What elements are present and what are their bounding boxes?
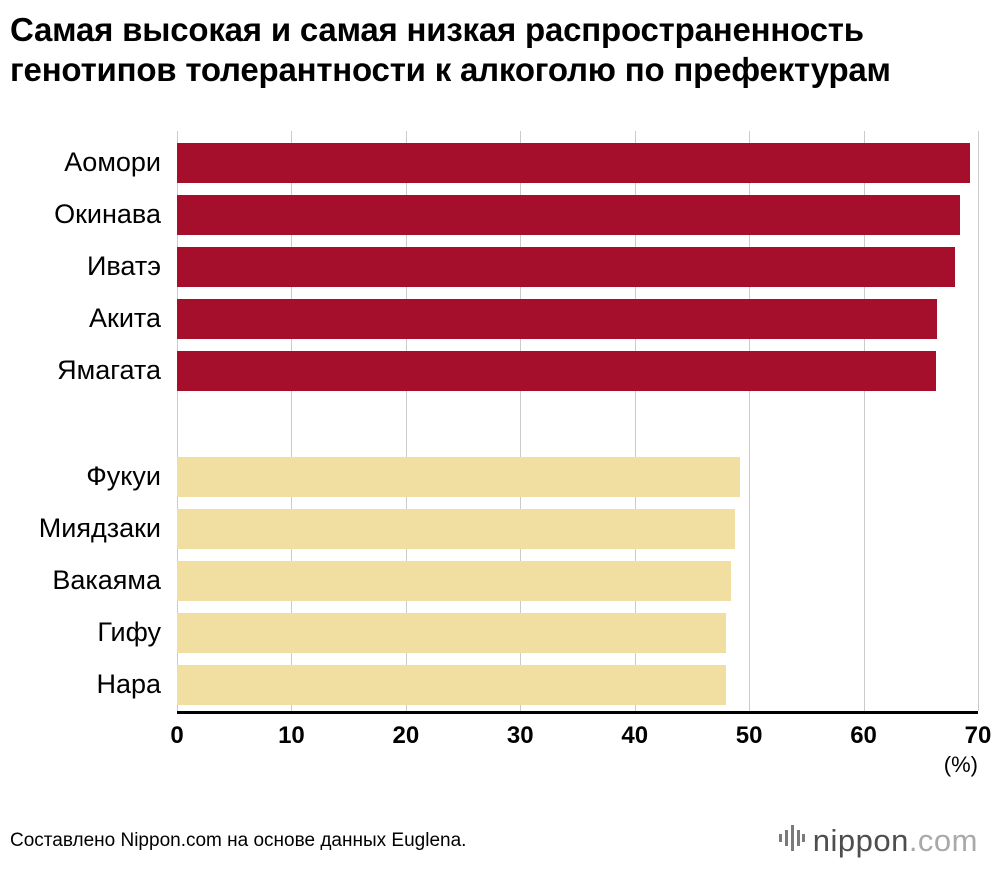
gridline	[520, 130, 522, 711]
gridline	[634, 130, 636, 711]
source-credit: Составлено Nippon.com на основе данных E…	[10, 829, 467, 851]
bar	[177, 194, 960, 235]
footer: Составлено Nippon.com на основе данных E…	[10, 821, 978, 860]
gridline	[405, 130, 407, 711]
nippon-logo: nippon.com	[778, 821, 978, 860]
bar-row: Фукуи	[10, 451, 978, 503]
bar	[177, 142, 970, 183]
bar-track	[177, 246, 978, 287]
bar-row: Гифу	[10, 607, 978, 659]
bar-row: Иватэ	[10, 241, 978, 293]
gridline	[978, 130, 979, 711]
bar-track	[177, 612, 978, 653]
bar-label: Фукуи	[86, 461, 161, 491]
logo-domain: .com	[908, 822, 978, 858]
bar-track	[177, 664, 978, 705]
gridline	[863, 130, 865, 711]
gridline	[177, 130, 178, 711]
x-tick-label: 20	[392, 721, 420, 749]
chart-title: Самая высокая и самая низкая распростран…	[10, 11, 891, 89]
x-tick-label: 10	[278, 721, 305, 749]
bar-label: Ямагата	[57, 355, 161, 385]
bar	[177, 664, 727, 705]
x-axis-line	[177, 710, 978, 714]
bar-row: Окинава	[10, 189, 978, 241]
bar	[177, 456, 740, 497]
logo-text: nippon.com	[813, 823, 978, 859]
bar-group-highest: Аомори Окинава Иватэ Акита Ямагата	[10, 137, 978, 397]
bar-label: Миядзаки	[38, 513, 161, 543]
bar	[177, 508, 736, 549]
bar-track	[177, 142, 978, 183]
bar-track	[177, 560, 978, 601]
bar-row: Нара	[10, 659, 978, 711]
soundbars-icon	[778, 821, 805, 860]
bar	[177, 560, 731, 601]
bar	[177, 298, 937, 339]
gridline	[291, 130, 293, 711]
bar-label: Аомори	[64, 147, 161, 177]
bar-label: Нара	[96, 669, 161, 699]
x-tick-label: 60	[850, 721, 877, 749]
bar-label: Гифу	[97, 617, 161, 647]
bar-track	[177, 298, 978, 339]
bar-label: Акита	[89, 303, 161, 333]
logo-name: nippon	[812, 822, 909, 858]
x-tick-label: 0	[170, 721, 184, 749]
bar-row: Акита	[10, 293, 978, 345]
bar-label: Вакаяма	[52, 565, 161, 595]
gridlines	[177, 130, 979, 711]
plot-area: Аомори Окинава Иватэ Акита Ямагата Фукуи Миядз…	[10, 130, 979, 711]
bar	[177, 246, 956, 287]
x-tick-label: 30	[506, 721, 534, 749]
bar	[177, 350, 936, 391]
bar-track	[177, 508, 978, 549]
gridline	[749, 130, 751, 711]
bar-label: Иватэ	[86, 251, 161, 281]
bar-chart: Аомори Окинава Иватэ Акита Ямагата Фукуи Миядз…	[10, 130, 991, 778]
bar	[177, 612, 727, 653]
x-tick-label: 40	[621, 721, 649, 749]
bar-track	[177, 350, 978, 391]
bar-row: Аомори	[10, 137, 978, 189]
x-tick-label: 50	[735, 721, 763, 749]
bar-row: Вакаяма	[10, 555, 978, 607]
x-tick-label: 70	[964, 721, 992, 749]
bar-track	[177, 456, 978, 497]
bar-track	[177, 194, 978, 235]
bar-group-lowest: Фукуи Миядзаки Вакаяма Гифу Нара	[10, 451, 978, 711]
bar-label: Окинава	[54, 199, 161, 229]
bar-row: Ямагата	[10, 345, 978, 397]
bar-row: Миядзаки	[10, 503, 978, 555]
x-axis-unit-label: (%)	[943, 751, 978, 777]
bar-rows: Аомори Окинава Иватэ Акита Ямагата Фукуи Миядз…	[10, 137, 978, 711]
x-axis-ticks: 0 10 20 30 40 50 60 70	[170, 714, 991, 750]
